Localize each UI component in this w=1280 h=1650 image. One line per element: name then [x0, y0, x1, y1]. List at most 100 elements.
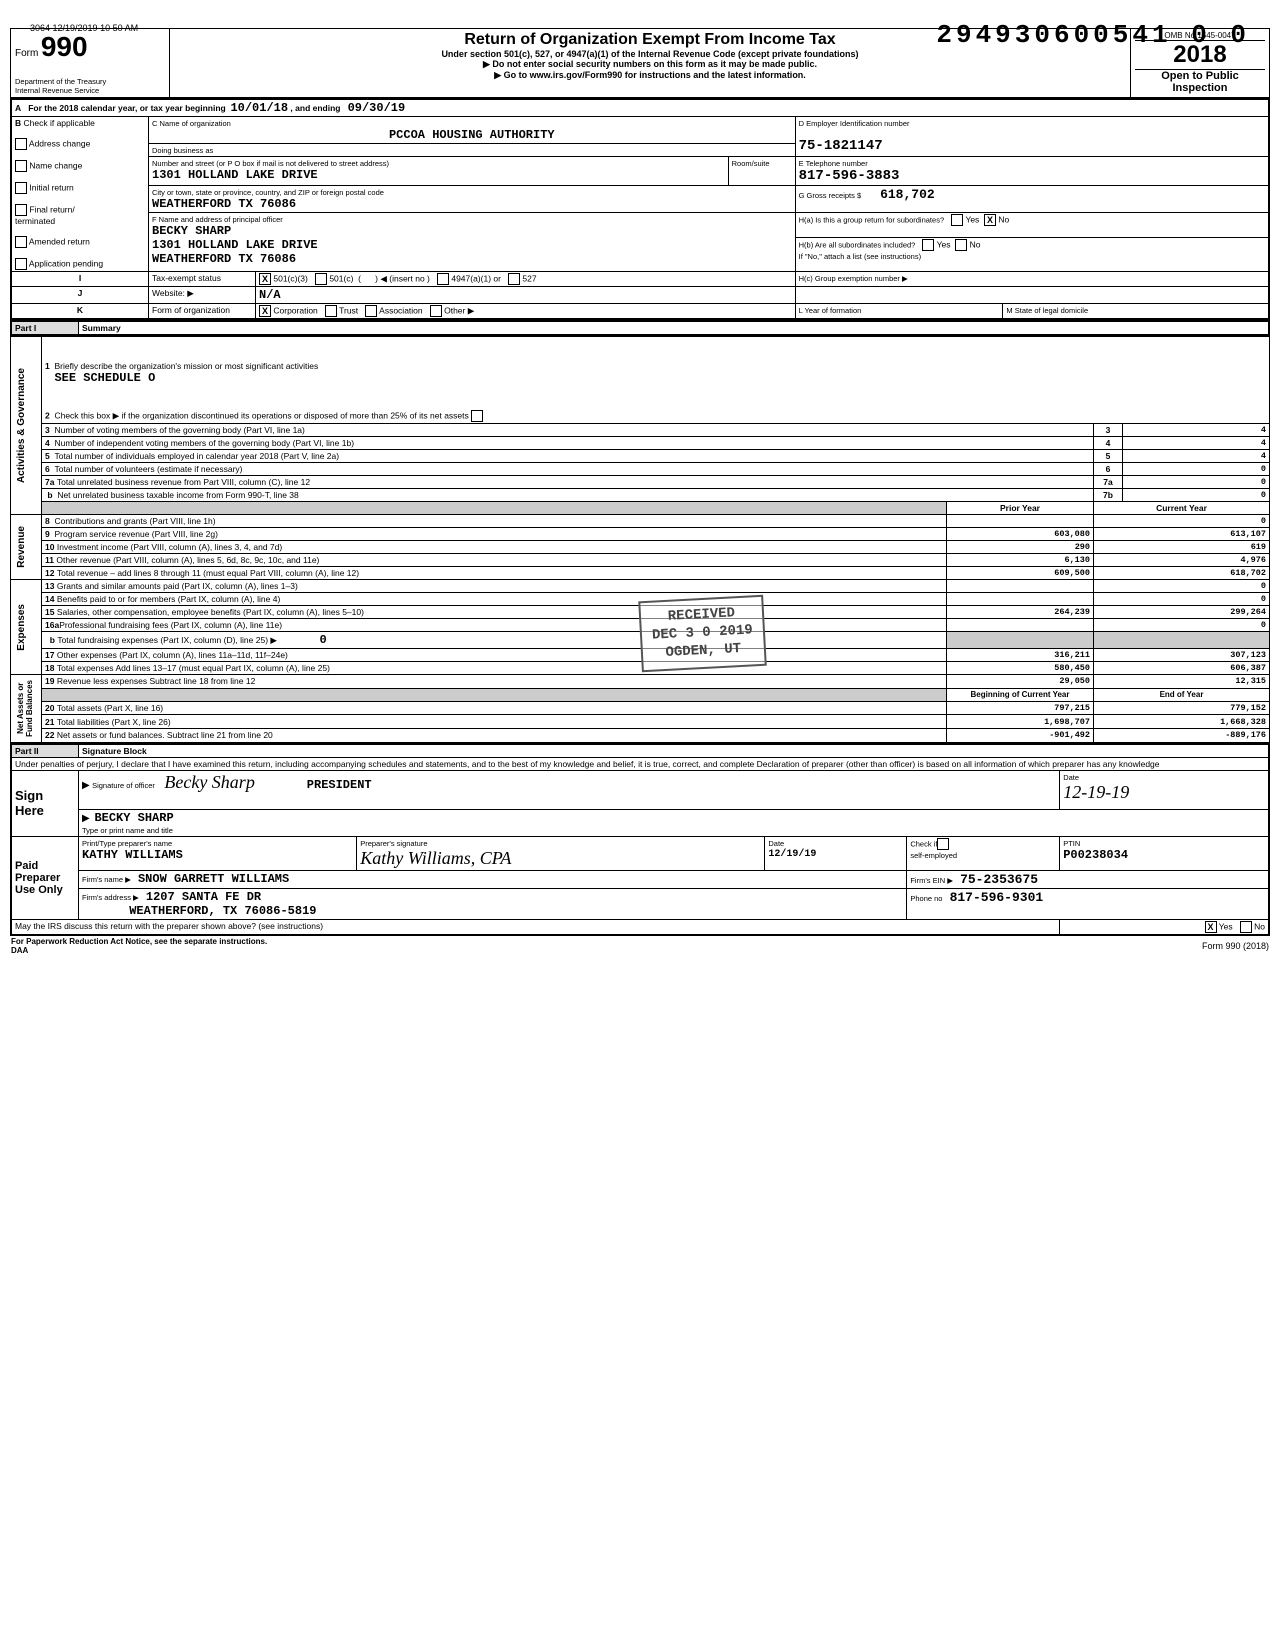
ha-no: No [998, 214, 1009, 224]
opt-trust: Trust [339, 305, 358, 315]
self-emp-checkbox[interactable] [937, 838, 949, 850]
4947-checkbox[interactable] [437, 273, 449, 285]
year-formation-label: L Year of formation [799, 306, 862, 315]
line2-text: Check this box ▶ if the organization dis… [54, 410, 468, 420]
corp-checkbox[interactable]: X [259, 305, 271, 317]
hb-label: H(b) Are all subordinates included? [799, 240, 916, 249]
opt-501c3: 501(c)(3) [273, 273, 307, 283]
discuss-yes-checkbox[interactable]: X [1205, 921, 1217, 933]
r10c: 619 [1094, 541, 1270, 554]
name-change-checkbox[interactable] [15, 160, 27, 172]
firm-addr2: WEATHERFORD, TX 76086-5819 [129, 904, 316, 918]
other-checkbox[interactable] [430, 305, 442, 317]
e16ap [947, 619, 1094, 632]
ha-label: H(a) Is this a group return for subordin… [799, 215, 945, 224]
n20p: 797,215 [947, 701, 1094, 715]
website-value: N/A [259, 288, 281, 302]
end-year-header: End of Year [1094, 688, 1270, 701]
r11p: 6,130 [947, 554, 1094, 567]
revenue-label: Revenue [14, 522, 29, 572]
received-stamp: RECEIVED DEC 3 0 2019 OGDEN, UT [638, 595, 766, 672]
pra-notice: For Paperwork Reduction Act Notice, see … [11, 937, 267, 946]
line5-text: Total number of individuals employed in … [54, 451, 339, 461]
check-applicable-label: Check if applicable [24, 118, 95, 128]
e15p: 264,239 [947, 606, 1094, 619]
e13t: Grants and similar amounts paid (Part IX… [57, 581, 298, 591]
line7b-text: Net unrelated business taxable income fr… [57, 490, 298, 500]
r12c: 618,702 [1094, 567, 1270, 580]
ha-no-checkbox[interactable]: X [984, 214, 996, 226]
opt-other: Other ▶ [444, 305, 474, 315]
org-name-label: C Name of organization [152, 119, 231, 128]
barcode-number: 294930600541 0 0 [936, 20, 1250, 50]
line2-checkbox[interactable] [471, 410, 483, 422]
city-label: City or town, state or province, country… [152, 188, 384, 197]
n20t: Total assets (Part X, line 16) [57, 703, 163, 713]
state-domicile-label: M State of legal domicile [1006, 306, 1088, 315]
gross-receipts: 618,702 [880, 187, 935, 202]
expenses-label: Expenses [14, 600, 29, 655]
opt-501c: 501(c) [329, 273, 353, 283]
r9t: Program service revenue (Part VIII, line… [54, 529, 217, 539]
cb-name: Name change [29, 160, 82, 170]
hb-no-checkbox[interactable] [955, 239, 967, 251]
n21c: 1,668,328 [1094, 715, 1270, 729]
part2-label: Part II [11, 744, 79, 758]
prep-date-label: Date [768, 839, 784, 848]
527-checkbox[interactable] [508, 273, 520, 285]
stamp-l3: OGDEN, UT [653, 640, 755, 663]
trust-checkbox[interactable] [325, 305, 337, 317]
period-mid: , and ending [290, 103, 340, 113]
501c3-checkbox[interactable]: X [259, 273, 271, 285]
r12t: Total revenue – add lines 8 through 11 (… [57, 568, 359, 578]
tax-exempt-label: Tax-exempt status [149, 272, 256, 287]
officer-title-value: PRESIDENT [307, 778, 372, 792]
prep-name: KATHY WILLIAMS [82, 848, 183, 862]
initial-return-checkbox[interactable] [15, 182, 27, 194]
line1-text: Briefly describe the organization's miss… [54, 361, 318, 371]
e16b-inline: 0 [319, 633, 326, 647]
final-return-checkbox[interactable] [15, 204, 27, 216]
amended-checkbox[interactable] [15, 236, 27, 248]
form-note2: ▶ Go to www.irs.gov/Form990 for instruct… [174, 70, 1126, 81]
self-emp-label: self-employed [910, 851, 957, 860]
application-pending-checkbox[interactable] [15, 258, 27, 270]
officer-printed-name: BECKY SHARP [94, 811, 173, 825]
assoc-checkbox[interactable] [365, 305, 377, 317]
e13p [947, 580, 1094, 593]
begin-year-header: Beginning of Current Year [947, 688, 1094, 701]
firm-name: SNOW GARRETT WILLIAMS [138, 872, 289, 886]
l6v: 0 [1123, 463, 1270, 476]
part2-subtitle: Signature Block [79, 744, 1270, 758]
l3v: 4 [1123, 424, 1270, 437]
opt-527: 527 [522, 273, 536, 283]
ha-yes-checkbox[interactable] [951, 214, 963, 226]
cb-amended: Amended return [29, 236, 90, 246]
ein-label: D Employer Identification number [799, 119, 910, 128]
r8t: Contributions and grants (Part VIII, lin… [54, 516, 215, 526]
officer-city: WEATHERFORD TX 76086 [152, 252, 296, 266]
r10p: 290 [947, 541, 1094, 554]
opt-assoc: Association [379, 305, 422, 315]
prep-check-label: Check if [910, 839, 937, 848]
form-number: 990 [41, 31, 88, 63]
r11t: Other revenue (Part VIII, column (A), li… [56, 555, 319, 565]
n22p: -901,492 [947, 729, 1094, 743]
form-note1: ▶ Do not enter social security numbers o… [174, 59, 1126, 70]
hb-yes-checkbox[interactable] [922, 239, 934, 251]
line3-text: Number of voting members of the governin… [54, 425, 304, 435]
officer-name: BECKY SHARP [152, 224, 231, 238]
e17c: 307,123 [1094, 649, 1270, 662]
declaration-text: Under penalties of perjury, I declare th… [11, 757, 1269, 770]
hb-note: If "No," attach a list (see instructions… [799, 252, 921, 261]
address-change-checkbox[interactable] [15, 138, 27, 150]
period-label: For the 2018 calendar year, or tax year … [28, 103, 225, 113]
period-begin: 10/01/18 [230, 101, 288, 115]
dept-label: Department of the Treasury Internal Reve… [15, 77, 165, 95]
prep-signature: Kathy Williams, CPA [360, 848, 511, 868]
firm-ein-label: Firm's EIN ▶ [910, 876, 953, 885]
501c-checkbox[interactable] [315, 273, 327, 285]
firm-phone: 817-596-9301 [950, 890, 1044, 905]
discuss-no-checkbox[interactable] [1240, 921, 1252, 933]
r9c: 613,107 [1094, 528, 1270, 541]
